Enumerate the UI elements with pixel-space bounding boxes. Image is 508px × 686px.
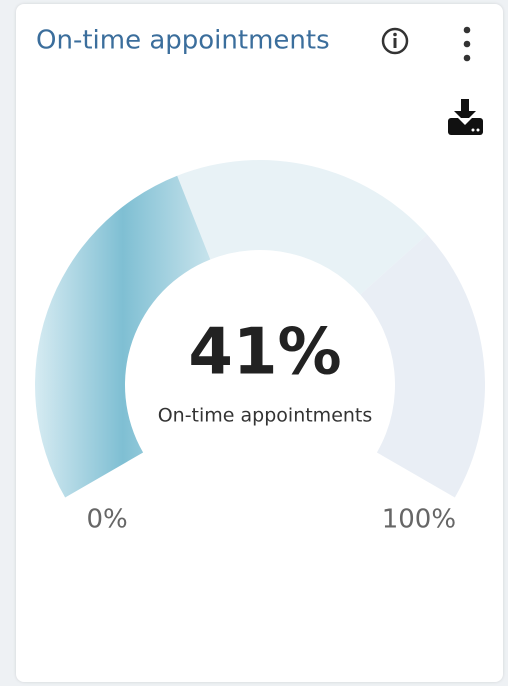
- card-title: On-time appointments: [36, 26, 330, 56]
- gauge-tick-label: 0%: [86, 505, 127, 535]
- value-label: 41%: [188, 316, 341, 390]
- download-icon[interactable]: [448, 99, 483, 135]
- gauge-tick-label: 100%: [382, 505, 456, 535]
- gauge-band: [360, 234, 485, 498]
- info-icon[interactable]: [381, 27, 409, 55]
- gauge-value: [34, 175, 211, 498]
- menu-icon[interactable]: [463, 26, 471, 62]
- gauge-label: On-time appointments: [158, 405, 373, 427]
- gauge-band: [177, 160, 428, 295]
